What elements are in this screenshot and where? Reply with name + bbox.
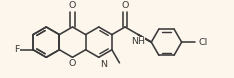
Text: O: O bbox=[69, 1, 76, 10]
Text: Cl: Cl bbox=[198, 38, 208, 47]
Text: NH: NH bbox=[131, 37, 145, 46]
Text: F: F bbox=[14, 45, 20, 54]
Text: N: N bbox=[100, 60, 107, 69]
Text: O: O bbox=[121, 1, 129, 10]
Text: O: O bbox=[69, 59, 76, 68]
